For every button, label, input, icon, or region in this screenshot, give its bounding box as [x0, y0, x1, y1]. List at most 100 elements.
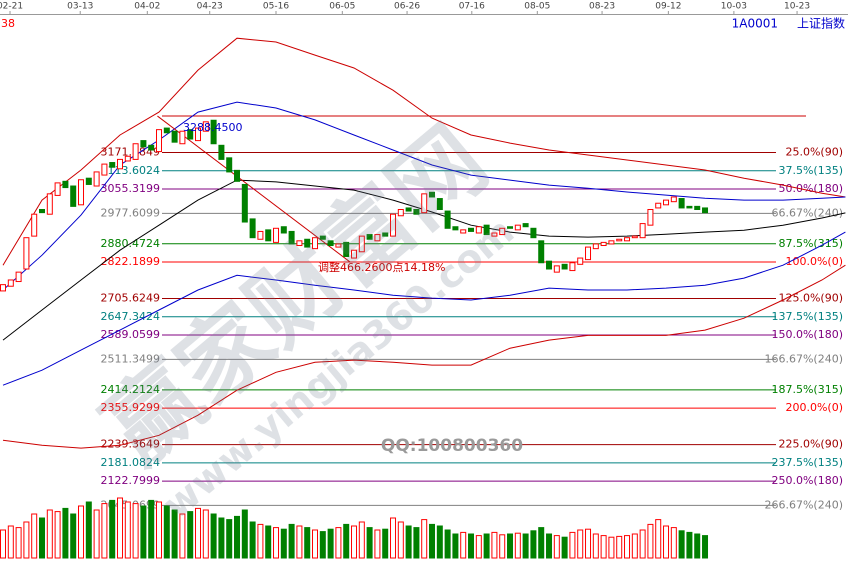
volume-bar [156, 501, 163, 559]
candle [429, 191, 436, 198]
volume-bar [475, 535, 482, 559]
volume-bar [600, 535, 607, 559]
candle [210, 119, 217, 145]
candle [514, 224, 521, 231]
candle [663, 199, 670, 206]
moving-average [2, 264, 846, 449]
candle [70, 185, 77, 207]
candle [23, 237, 30, 270]
level-ratio: 25.0%(90) [785, 146, 843, 159]
level-ratio: 100.0%(0) [785, 255, 843, 268]
candle [226, 157, 233, 173]
candle [179, 130, 186, 145]
volume-bar [23, 521, 30, 559]
volume-bar [663, 525, 670, 559]
candle [507, 226, 514, 229]
x-tick-label: 08-23 [589, 2, 615, 12]
candle [171, 130, 178, 143]
volume-bar [0, 529, 7, 559]
volume-bar [31, 513, 38, 559]
volume-bar [577, 529, 584, 559]
volume-bar [15, 527, 22, 559]
candle [522, 223, 529, 228]
volume-bar [70, 513, 77, 559]
volume-bar [655, 519, 662, 559]
annotation: 调整466.2600点14.18% [318, 260, 445, 274]
level-ratio: 166.67%(240) [764, 352, 843, 365]
candle [265, 229, 272, 242]
level-price: 2181.0824 [101, 456, 161, 469]
volume-bar [195, 507, 202, 559]
candle [7, 279, 14, 287]
level-ratio: 225.0%(90) [778, 438, 843, 451]
volume-bar [639, 529, 646, 559]
candle [93, 171, 100, 187]
volume-bar [351, 525, 358, 559]
level-price: 2239.3649 [101, 438, 161, 451]
volume-bar [358, 521, 365, 559]
volume-bar [210, 513, 217, 559]
candle [351, 249, 358, 259]
candle [124, 155, 131, 162]
candle [491, 232, 498, 237]
candle [117, 158, 124, 170]
candle [436, 198, 443, 211]
volume-bar [319, 531, 326, 559]
candle [187, 129, 194, 140]
level-ratio: 37.5%(135) [778, 164, 843, 177]
volume-bar [101, 503, 108, 559]
candle [390, 213, 397, 237]
candle [218, 144, 225, 160]
level-price: 2122.7999 [101, 474, 161, 487]
candle [678, 198, 685, 209]
level-price: 2589.0599 [101, 328, 161, 341]
candle [109, 162, 116, 168]
candle [101, 163, 108, 176]
volume-bar [179, 513, 186, 559]
candle [54, 182, 61, 196]
volume-bar [585, 528, 592, 559]
level-ratio: 237.5%(135) [771, 456, 843, 469]
x-tick-label: 10-03 [721, 2, 747, 12]
candle [132, 143, 139, 160]
moving-average [2, 231, 846, 386]
candle [288, 230, 295, 245]
candle [382, 232, 389, 237]
volume-bar [608, 536, 615, 559]
level-ratio: 150.0%(180) [771, 328, 843, 341]
candle [585, 246, 592, 261]
candle [553, 265, 560, 273]
volume-bar [624, 535, 631, 559]
candle [39, 209, 46, 214]
candle [639, 223, 646, 239]
candle [592, 243, 599, 250]
x-tick-label: 04-02 [134, 2, 160, 12]
candle [608, 240, 615, 245]
candle [319, 235, 326, 240]
volume-bar [694, 533, 701, 559]
volume-bar [592, 533, 599, 559]
level-price: 3055.3199 [101, 182, 161, 195]
candle [499, 227, 506, 236]
volume-bar [241, 509, 248, 559]
candle [647, 209, 654, 226]
candle [148, 144, 155, 151]
volume-bar [312, 529, 319, 559]
volume-bar [382, 528, 389, 559]
moving-average [2, 37, 846, 266]
level-ratio: 87.5%(315) [778, 237, 843, 250]
volume-bar [62, 507, 69, 559]
candle [249, 218, 256, 239]
candle [366, 234, 373, 240]
volume-bar [499, 534, 506, 559]
x-tick-label: 07-16 [459, 2, 485, 12]
candle [202, 121, 209, 132]
x-tick-label: 06-05 [329, 2, 355, 12]
candle [624, 237, 631, 242]
level-price: 2414.2124 [101, 383, 161, 396]
x-tick-label: 10-23 [784, 2, 810, 12]
candle [444, 210, 451, 229]
